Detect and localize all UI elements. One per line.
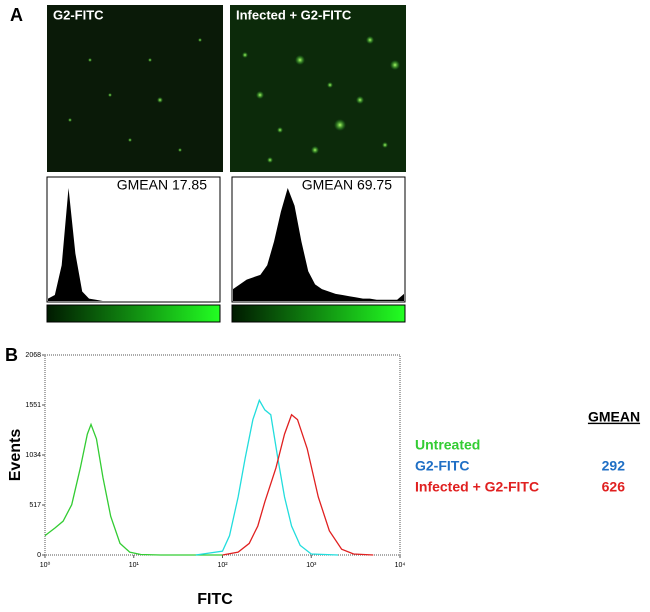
image-label: Infected + G2-FITC — [236, 7, 352, 22]
y-tick-label: 0 — [37, 552, 41, 559]
x-tick-label: 10⁴ — [395, 562, 406, 569]
x-tick-label: 10³ — [306, 562, 317, 569]
legend-entry: G2-FITC — [415, 458, 469, 474]
panel-label: B — [5, 345, 18, 365]
intensity-bar — [46, 304, 221, 323]
x-tick-label: 10² — [217, 562, 228, 569]
series-line — [222, 413, 374, 556]
micrograph — [230, 5, 406, 172]
series-line — [195, 398, 338, 556]
histogram-area — [48, 187, 219, 301]
y-tick-label: 1034 — [25, 452, 41, 459]
histogram-frame — [231, 176, 406, 303]
legend-entry: Infected + G2-FITC — [415, 479, 539, 495]
gmean-value: 292 — [602, 458, 626, 474]
y-tick-label: 517 — [29, 502, 41, 509]
y-tick-label: 1551 — [25, 402, 41, 409]
annotation: GMEAN 17.85 — [117, 177, 207, 193]
series-line — [44, 422, 223, 556]
image-label: G2-FITC — [53, 7, 104, 22]
micrograph — [47, 5, 223, 172]
histogram-frame — [46, 176, 221, 303]
x-axis-label: FITC — [197, 591, 233, 608]
x-tick-label: 10⁰ — [40, 561, 51, 569]
x-tick-label: 10¹ — [129, 562, 140, 569]
plot-frame — [44, 354, 401, 556]
y-axis-label: Events — [7, 429, 24, 482]
panel-label: A — [10, 5, 23, 25]
legend-title: GMEAN — [588, 409, 640, 425]
histogram-area — [233, 187, 404, 301]
gmean-value: 626 — [602, 479, 626, 495]
legend-entry: Untreated — [415, 437, 480, 453]
y-tick-label: 2068 — [25, 352, 41, 359]
intensity-bar — [231, 304, 406, 323]
annotation: GMEAN 69.75 — [302, 177, 392, 193]
